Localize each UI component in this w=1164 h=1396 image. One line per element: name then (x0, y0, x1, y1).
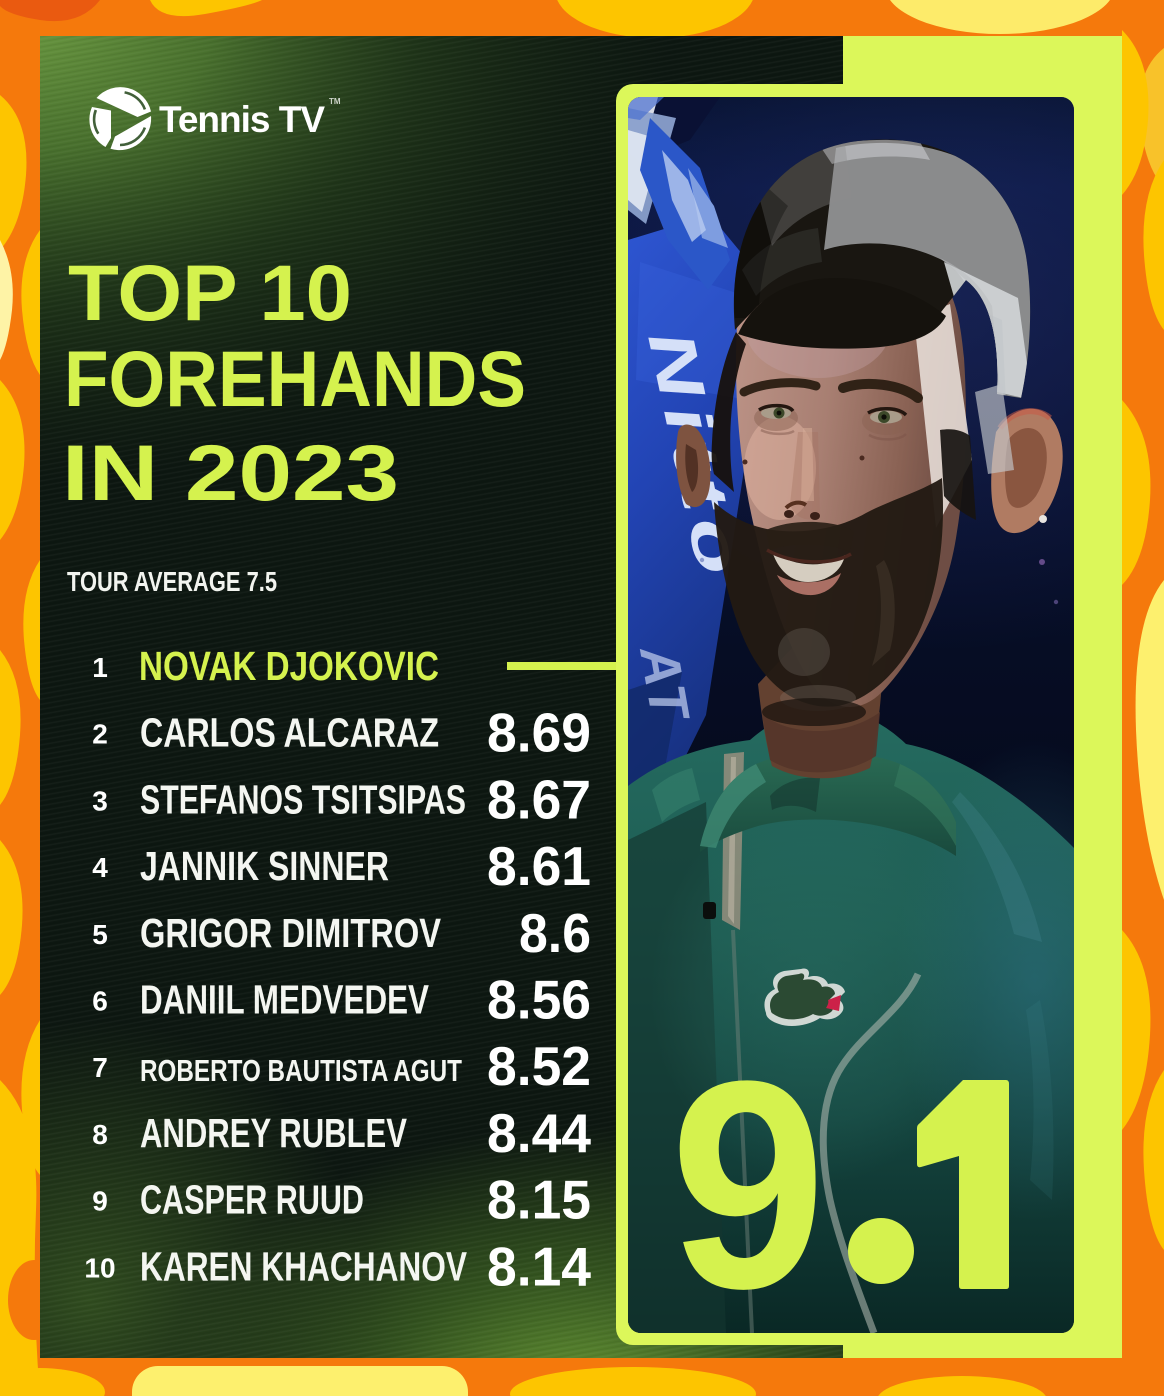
svg-text:2: 2 (92, 719, 108, 750)
svg-text:8.15: 8.15 (487, 1169, 591, 1231)
svg-text:4: 4 (92, 852, 108, 883)
svg-text:STEFANOS TSITSIPAS: STEFANOS TSITSIPAS (140, 776, 466, 822)
svg-text:CARLOS ALCARAZ: CARLOS ALCARAZ (140, 710, 439, 756)
svg-text:1: 1 (92, 652, 108, 683)
svg-text:TOP 10: TOP 10 (68, 248, 352, 337)
svg-text:ROBERTO BAUTISTA AGUT: ROBERTO BAUTISTA AGUT (140, 1053, 462, 1088)
svg-text:8.61: 8.61 (487, 835, 591, 897)
svg-text:8.6: 8.6 (519, 902, 591, 964)
svg-text:JANNIK SINNER: JANNIK SINNER (140, 843, 389, 889)
svg-text:10: 10 (84, 1252, 115, 1283)
svg-text:3: 3 (92, 785, 108, 816)
svg-text:ANDREY RUBLEV: ANDREY RUBLEV (140, 1110, 407, 1156)
svg-text:8.44: 8.44 (487, 1102, 591, 1164)
svg-text:NOVAK DJOKOVIC: NOVAK DJOKOVIC (139, 643, 439, 689)
svg-text:8.67: 8.67 (487, 768, 591, 830)
svg-text:9: 9 (670, 1019, 826, 1350)
svg-text:8: 8 (92, 1119, 108, 1150)
svg-text:5: 5 (92, 919, 108, 950)
svg-text:TOUR AVERAGE 7.5: TOUR AVERAGE 7.5 (67, 566, 277, 597)
svg-text:AT: AT (628, 640, 701, 727)
svg-text:Tennis TV: Tennis TV (159, 99, 325, 140)
svg-text:8.69: 8.69 (487, 702, 591, 764)
svg-text:KAREN KHACHANOV: KAREN KHACHANOV (140, 1243, 467, 1289)
svg-text:DANIIL MEDVEDEV: DANIIL MEDVEDEV (140, 977, 429, 1023)
svg-text:9: 9 (92, 1186, 108, 1217)
svg-text:6: 6 (92, 986, 108, 1017)
svg-text:8.52: 8.52 (487, 1035, 591, 1097)
svg-text:8.14: 8.14 (487, 1235, 591, 1297)
svg-text:CASPER RUUD: CASPER RUUD (140, 1177, 364, 1223)
svg-text:FOREHANDS: FOREHANDS (64, 334, 526, 423)
svg-text:7: 7 (92, 1052, 108, 1083)
svg-text:IN 2023: IN 2023 (62, 428, 399, 517)
svg-text:TM: TM (329, 97, 341, 106)
svg-text:GRIGOR DIMITROV: GRIGOR DIMITROV (140, 910, 442, 956)
svg-text:8.56: 8.56 (487, 969, 591, 1031)
